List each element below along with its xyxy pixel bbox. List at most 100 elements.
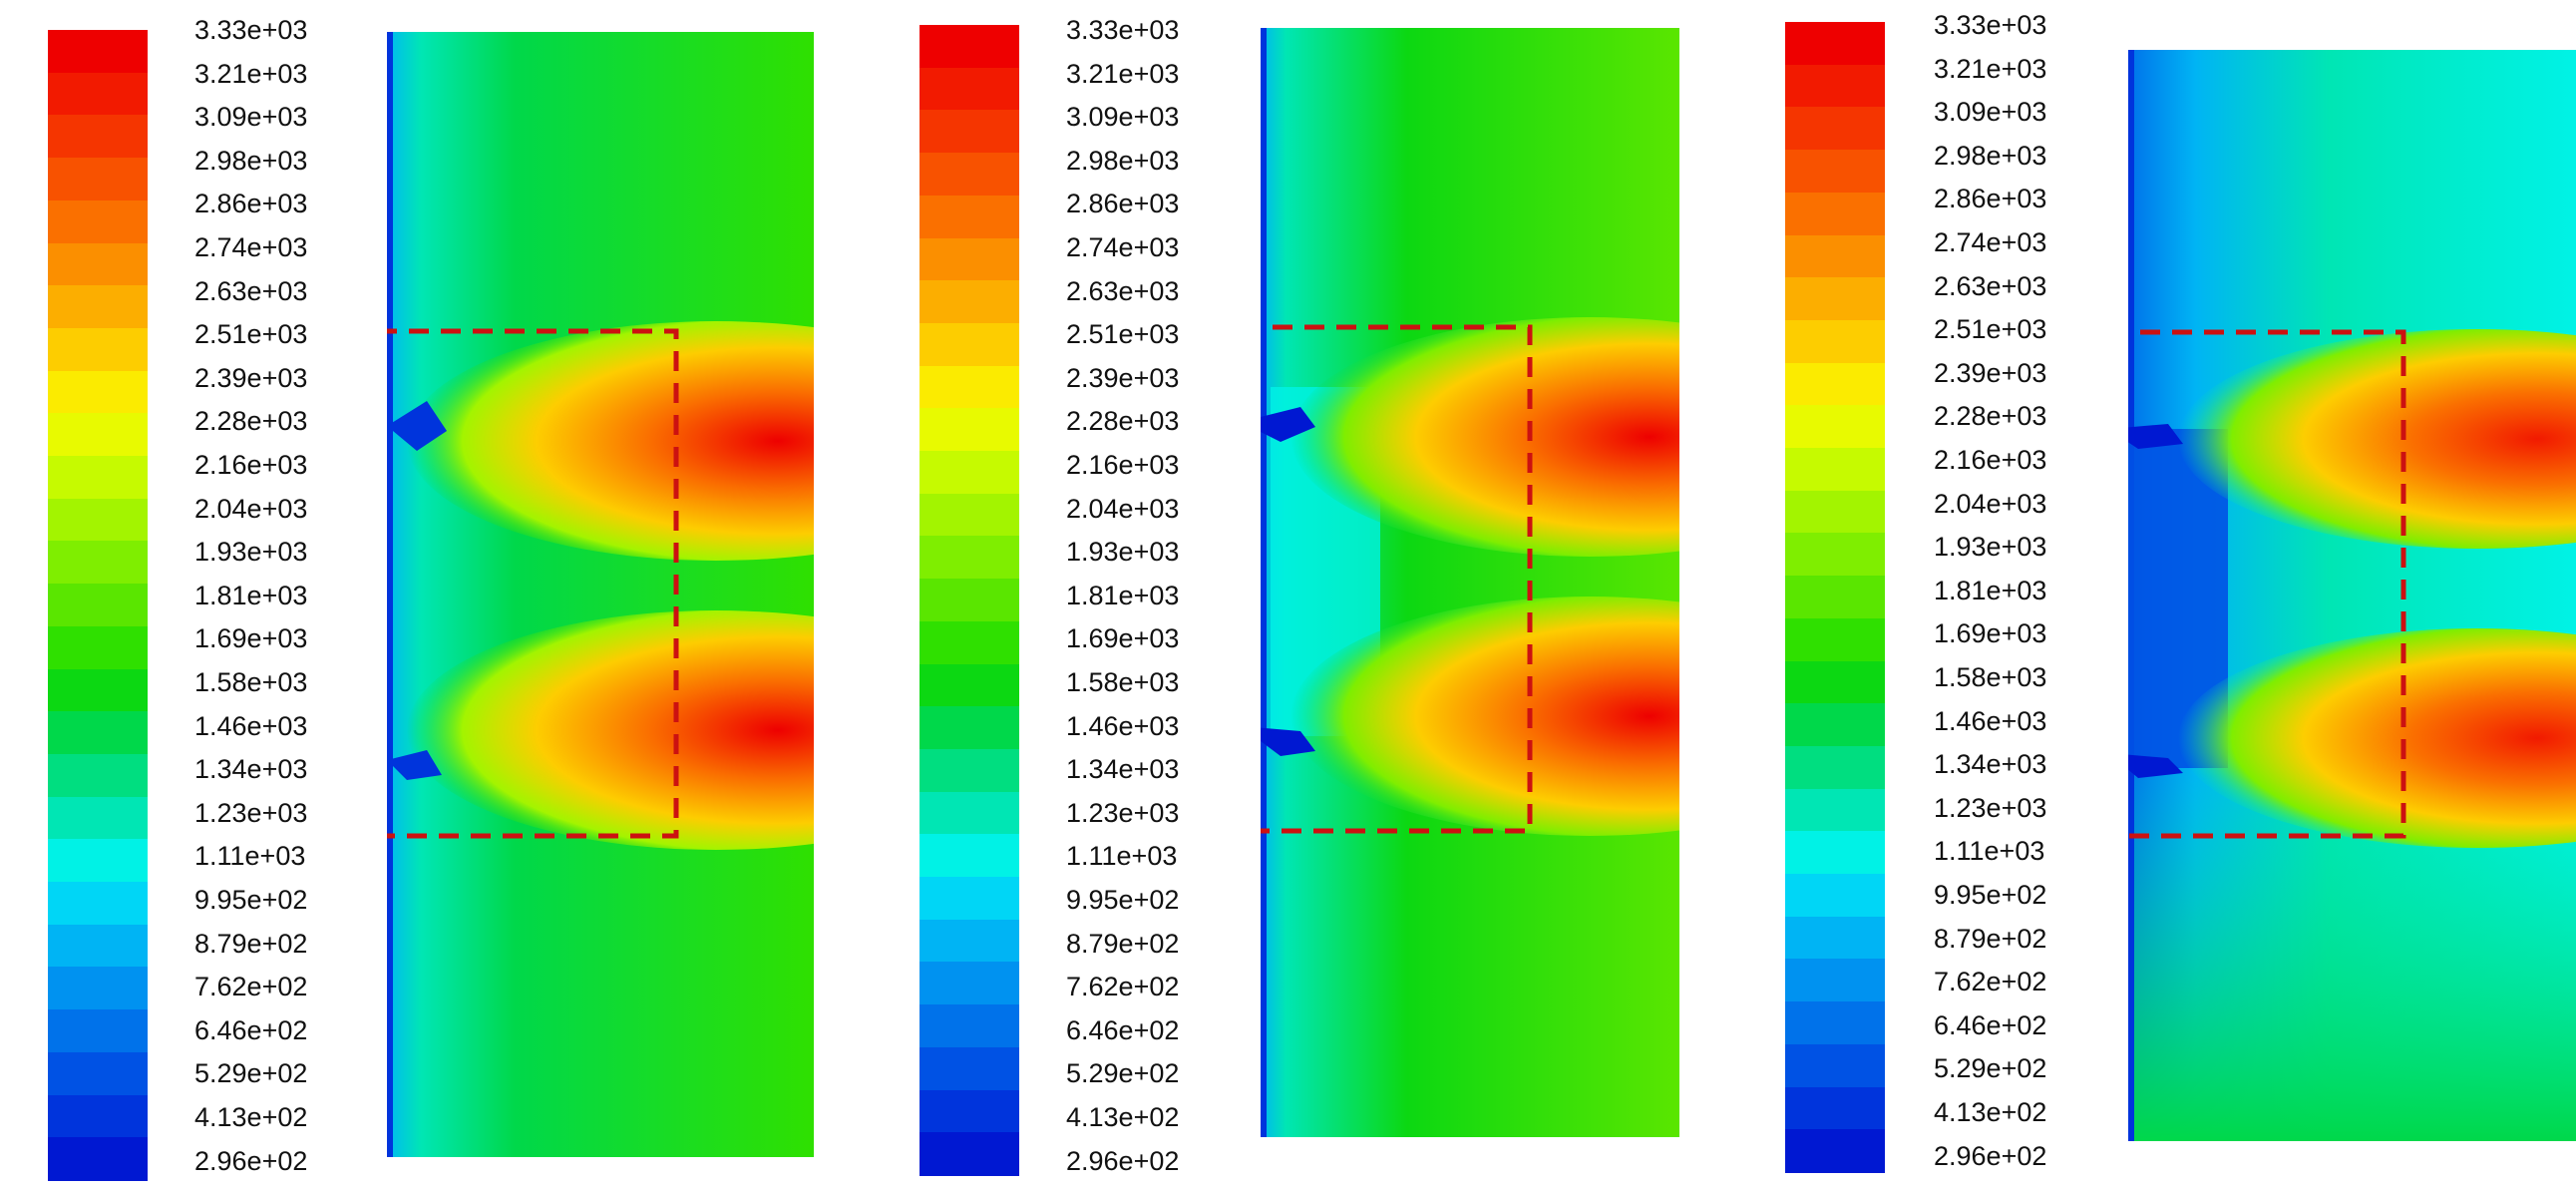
colorbar-swatch [920,748,1019,793]
colorbar-swatch [920,322,1019,367]
colorbar-tick-label: 1.34e+03 [1066,754,1180,785]
colorbar-swatch [1785,319,1885,364]
colorbar-tick-label: 2.04e+03 [1934,488,2047,519]
colorbar-tick-label: 1.93e+03 [1934,532,2047,563]
colorbar-swatch [920,195,1019,239]
colorbar-tick-label: 2.74e+03 [1934,227,2047,257]
colorbar-swatch [48,625,148,670]
colorbar-swatch [48,668,148,713]
colorbar-tick-label: 1.69e+03 [1066,623,1180,654]
colorbar-swatch [1785,916,1885,961]
colorbar-tick-label: 7.62e+02 [194,972,308,1002]
colorbar-swatch [48,967,148,1011]
colorbar-tick-label: 2.04e+03 [194,493,308,524]
colorbar-swatch [920,706,1019,750]
colorbar-swatch [920,1089,1019,1134]
colorbar-swatch [48,753,148,798]
colorbar-swatch [920,620,1019,665]
colorbar-swatch [1785,234,1885,279]
colorbar-tick-label: 5.29e+02 [194,1058,308,1089]
colorbar-swatch [920,280,1019,324]
colorbar-tick-label: 1.93e+03 [194,537,308,568]
colorbar-swatch [48,584,148,627]
colorbar-tick-label: 1.46e+03 [1066,710,1180,741]
colorbar-swatch [1785,660,1885,705]
colorbar-swatch [1785,448,1885,492]
colorbar-swatch [1785,533,1885,578]
colorbar-swatch [48,924,148,969]
colorbar-tick-label: 1.34e+03 [1934,749,2047,780]
colorbar-tick-label: 3.33e+03 [1066,15,1180,45]
colorbar-tick-label: 4.13e+02 [194,1102,308,1132]
colorbar-tick-label: 1.23e+03 [194,797,308,828]
colorbar-swatch [920,536,1019,581]
colorbar-swatch [1785,1129,1885,1173]
colorbar-swatch [920,663,1019,708]
colorbar-swatch [1785,107,1885,152]
colorbar-tick-label: 2.96e+02 [1934,1140,2047,1171]
colorbar-swatch [48,498,148,543]
colorbar-swatch [48,1137,148,1181]
colorbar-swatch [1785,22,1885,66]
colorbar-tick-label: 2.16e+03 [1066,450,1180,480]
colorbar-tick-label: 1.93e+03 [1066,537,1180,568]
panel-2: 3.33e+03 3.21e+03 3.09e+03 2.98e+03 2.86e+03… [868,0,1715,1193]
colorbar-swatch [1785,874,1885,918]
colorbar-swatch [48,1094,148,1139]
colorbar-tick-label: 3.09e+03 [1066,102,1180,133]
colorbar-tick-label: 1.81e+03 [194,580,308,610]
colorbar-tick-label: 2.96e+02 [194,1145,308,1176]
colorbar-tick-label: 2.98e+03 [1934,140,2047,171]
colorbar-swatch [1785,64,1885,109]
colorbar-swatch [1785,362,1885,407]
colorbar-tick-label: 2.16e+03 [1934,445,2047,475]
colorbar-tick-label: 1.11e+03 [1066,841,1178,872]
colorbar-tick-label: 2.98e+03 [1066,145,1180,176]
colorbar-swatch [920,493,1019,538]
colorbar-tick-label: 1.81e+03 [1066,580,1180,610]
colorbar-swatch [1785,192,1885,236]
colorbar-tick-label: 6.46e+02 [194,1014,308,1045]
colorbar-swatch [1785,959,1885,1003]
colorbar-swatch [48,30,148,74]
temperature-contour-plot [387,32,814,1157]
colorbar-swatch [1785,277,1885,321]
colorbar-tick-label: 4.13e+02 [1066,1102,1180,1132]
colorbar-tick-label: 4.13e+02 [1934,1097,2047,1127]
colorbar-swatch [920,408,1019,452]
colorbar-swatch [920,579,1019,622]
colorbar-tick-label: 2.51e+03 [1066,319,1180,350]
colorbar-swatch [920,25,1019,69]
colorbar-swatch [1785,703,1885,747]
colorbar-tick-label: 3.33e+03 [194,15,308,45]
colorbar-swatch [920,110,1019,155]
colorbar-tick-label: 6.46e+02 [1066,1014,1180,1045]
colorbar-tick-label: 3.09e+03 [1934,97,2047,128]
temperature-contour-plot [2128,50,2576,1141]
temperature-contour-plot [1261,28,1679,1137]
colorbar-swatch [48,711,148,755]
colorbar-tick-label: 1.11e+03 [194,841,306,872]
colorbar-swatch [1785,831,1885,875]
colorbar-swatch [48,796,148,841]
colorbar-swatch [920,1046,1019,1091]
colorbar-tick-label: 2.96e+02 [1066,1145,1180,1176]
colorbar-swatch [920,365,1019,410]
colorbar-swatch [1785,788,1885,833]
colorbar-swatch [1785,576,1885,619]
colorbar-tick-label: 2.98e+03 [194,145,308,176]
colorbar-tick-label: 9.95e+02 [1934,880,2047,910]
colorbar-swatch [48,327,148,372]
colorbar-tick-label: 2.39e+03 [194,362,308,393]
panel-3: 3.33e+03 3.21e+03 3.09e+03 2.98e+03 2.86e+03… [1737,0,2576,1193]
colorbar-tick-label: 3.21e+03 [1934,53,2047,84]
colorbar-tick-label: 1.23e+03 [1066,797,1180,828]
colorbar-swatch [920,67,1019,112]
colorbar-tick-label: 5.29e+02 [1934,1053,2047,1084]
colorbar-tick-label: 2.16e+03 [194,450,308,480]
colorbar-swatch [48,158,148,201]
colorbar-tick-label: 1.23e+03 [1934,792,2047,823]
colorbar-tick-label: 2.28e+03 [1066,406,1180,437]
colorbar-swatch [48,839,148,883]
colorbar-swatch [48,456,148,500]
